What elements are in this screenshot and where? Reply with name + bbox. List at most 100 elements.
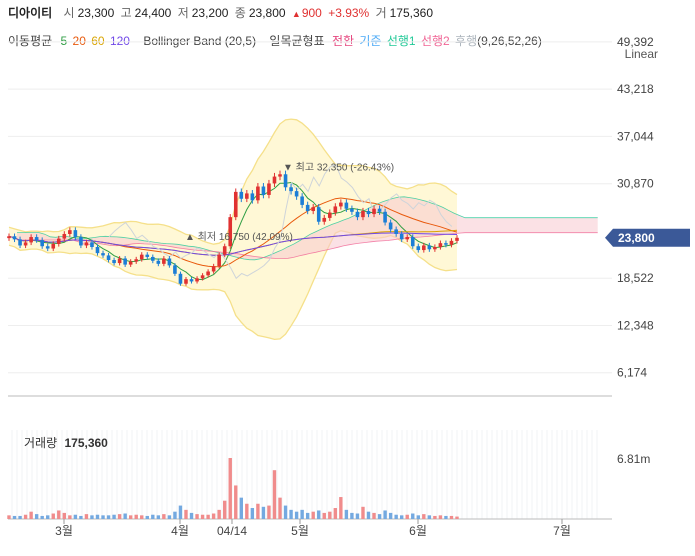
candle-body (29, 237, 33, 243)
volume-bar (355, 513, 360, 519)
candle-body (228, 217, 233, 247)
low-marker: ▲ 최저 16,750 (42.09%) (185, 231, 293, 243)
volume-bar (162, 514, 166, 519)
candle-body (79, 237, 83, 246)
candle-body (422, 245, 426, 251)
volume-bar (294, 511, 299, 519)
candle-body (405, 237, 410, 240)
volume-bar (317, 510, 321, 519)
volume-bar (305, 512, 310, 519)
candle-body (128, 261, 133, 265)
candle-body (377, 208, 382, 212)
price-axis: 49,392 43,218 37,044 30,870 18,522 12,348 6,17… (605, 35, 690, 380)
candle-body (366, 211, 371, 215)
time-axis: 3월 4월 04/14 5월 6월 7월 (55, 519, 571, 538)
candle-body (433, 246, 437, 250)
candle-body (327, 212, 332, 218)
volume-bar (57, 510, 61, 519)
ichimoku-conversion: 전환 (331, 34, 355, 48)
stock-header: 디아이티 시 23,300 고 24,400 저 23,200 종 23,800 ▲90… (8, 4, 436, 22)
volume-bar (34, 514, 39, 519)
candle-body (23, 242, 28, 246)
change-percent: +3.93% (328, 6, 370, 20)
candle-body (117, 258, 122, 264)
volume-bar (411, 513, 415, 519)
volume-bar (372, 512, 376, 519)
candle-body (399, 233, 404, 240)
volume-bar (117, 514, 122, 519)
volume-bar (46, 515, 50, 519)
volume-bar (123, 513, 127, 519)
candle-body (7, 236, 11, 239)
lagging-span-line (108, 163, 453, 280)
bollinger-label[interactable]: Bollinger Band (20,5) (143, 34, 257, 48)
candle-body (68, 230, 72, 234)
ma-label[interactable]: 이동평균 (8, 34, 53, 48)
volume-bar (7, 515, 11, 519)
volume-bar (23, 514, 28, 519)
ma-120-line (8, 232, 458, 256)
ichimoku-label[interactable]: 일목균형표 (269, 34, 325, 48)
candle-body (427, 245, 432, 250)
volume-bar (40, 515, 44, 519)
candle-body (217, 254, 221, 267)
change-value: 900 (301, 6, 322, 20)
candle-body (139, 254, 144, 260)
ma-120: 120 (109, 34, 130, 48)
candle-body (211, 266, 216, 272)
volume-panel-label: 거래량 175,360 (24, 436, 108, 450)
volume-bar (200, 514, 205, 519)
candle-body (383, 211, 387, 223)
stock-name: 디아이티 (8, 6, 53, 20)
high-label: 고 (120, 6, 132, 20)
volume-bar (101, 515, 105, 519)
volume-bar (449, 515, 454, 519)
volume-bar (90, 515, 94, 519)
volume-bar (12, 515, 17, 519)
low-label: 저 (177, 6, 189, 20)
volume-bar (256, 503, 260, 519)
volume-bar (184, 509, 188, 519)
span-a-line (17, 196, 598, 261)
volume-bar (388, 512, 393, 519)
volume-bar (178, 505, 183, 519)
volume-bar (228, 458, 232, 519)
volume-bar (51, 513, 55, 519)
volume-bar (328, 511, 332, 519)
candle-body (372, 208, 376, 215)
volume-bar (206, 514, 210, 519)
candle-body (84, 242, 89, 246)
candle-body (189, 279, 194, 282)
volume-bar (339, 497, 343, 519)
candle-body (444, 243, 448, 245)
volume-bar (145, 515, 149, 519)
indicator-legend: 이동평균 5 20 60 120 Bollinger Band (20,5) 일… (8, 32, 544, 49)
volume-value: 175,360 (389, 6, 434, 20)
volume-bar (128, 515, 133, 519)
ichimoku-span1: 선행1 (386, 34, 416, 48)
candle-body (272, 176, 277, 184)
candle-body (56, 238, 61, 244)
candle-body (167, 258, 172, 266)
volume-bar (173, 511, 177, 519)
candle-body (305, 204, 310, 212)
scale-mode-toggle[interactable]: Linear (625, 47, 658, 61)
volume-bar (377, 514, 382, 519)
volume-bar (245, 503, 249, 519)
candle-body (90, 242, 94, 247)
candle-body (62, 233, 67, 239)
volume-bar (140, 515, 144, 519)
volume-bar (322, 512, 326, 519)
candle-body (438, 243, 443, 247)
x-tick-label: 04/14 (217, 524, 247, 538)
bollinger-upper (8, 118, 458, 245)
ichimoku-params: (9,26,52,26) (477, 34, 542, 48)
candle-body (123, 258, 127, 265)
candle-body (261, 186, 266, 195)
volume-bar (211, 513, 216, 519)
open-label: 시 (63, 6, 75, 20)
volume-title: 거래량 (24, 436, 57, 450)
low-value: 23,200 (191, 6, 229, 20)
volume-label: 거 (375, 6, 387, 20)
